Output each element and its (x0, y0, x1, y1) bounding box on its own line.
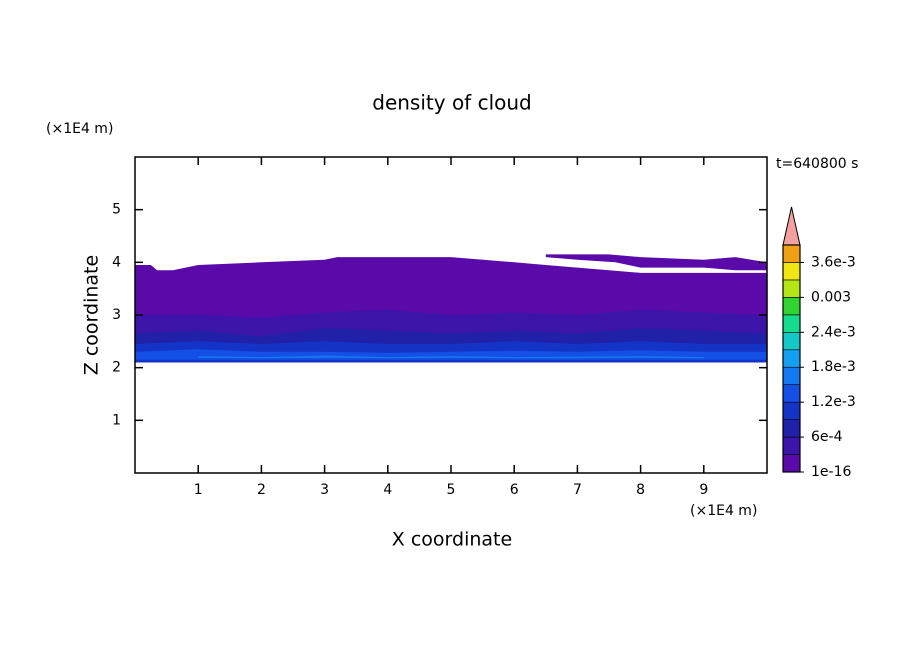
x-tick-label: 2 (257, 482, 266, 498)
colorbar-band (782, 419, 801, 438)
y-unit: (×1E4 m) (46, 121, 113, 137)
colorbar-tick-label: 1.2e-3 (811, 394, 856, 410)
x-tick-label: 1 (194, 482, 203, 498)
colorbar-tick-label: 2.4e-3 (811, 324, 856, 340)
x-tick-label: 9 (699, 482, 708, 498)
time-label: t=640800 s (776, 156, 858, 172)
colorbar-frame (782, 244, 801, 473)
colorbar-tick-label: 6e-4 (811, 429, 843, 445)
colorbar-band (782, 262, 801, 281)
chart-title: density of cloud (372, 91, 531, 115)
colorbar-tick-label: 1e-16 (811, 464, 851, 480)
y-tick-label: 1 (112, 412, 121, 428)
colorbar-band (782, 436, 801, 455)
colorbar-band (782, 332, 801, 351)
colorbar-band (782, 401, 801, 420)
colorbar-band (782, 279, 801, 298)
y-tick-label: 2 (112, 360, 121, 376)
x-axis-title: X coordinate (392, 529, 512, 551)
colorbar-band (782, 297, 801, 316)
contour-region (198, 355, 704, 359)
x-tick-label: 8 (636, 482, 645, 498)
x-unit: (×1E4 m) (690, 503, 757, 519)
colorbar-band (782, 244, 801, 263)
colorbar-band (782, 349, 801, 368)
y-tick-label: 3 (112, 307, 121, 323)
colorbar-tick-label: 0.003 (811, 289, 851, 305)
colorbar-band (782, 454, 801, 473)
x-tick-label: 6 (510, 482, 519, 498)
x-tick-label: 7 (573, 482, 582, 498)
contour-region (545, 254, 767, 271)
x-tick-label: 4 (383, 482, 392, 498)
y-axis-title: Z coordinate (81, 255, 103, 375)
colorbar-tick-label: 3.6e-3 (811, 254, 856, 270)
x-tick-label: 3 (320, 482, 329, 498)
colorbar-band (782, 384, 801, 403)
y-tick-label: 4 (112, 254, 121, 270)
colorbar-band (782, 314, 801, 333)
colorbar-tick-label: 1.8e-3 (811, 359, 856, 375)
colorbar-band (782, 366, 801, 385)
x-tick-label: 5 (447, 482, 456, 498)
y-tick-label: 5 (112, 202, 121, 218)
